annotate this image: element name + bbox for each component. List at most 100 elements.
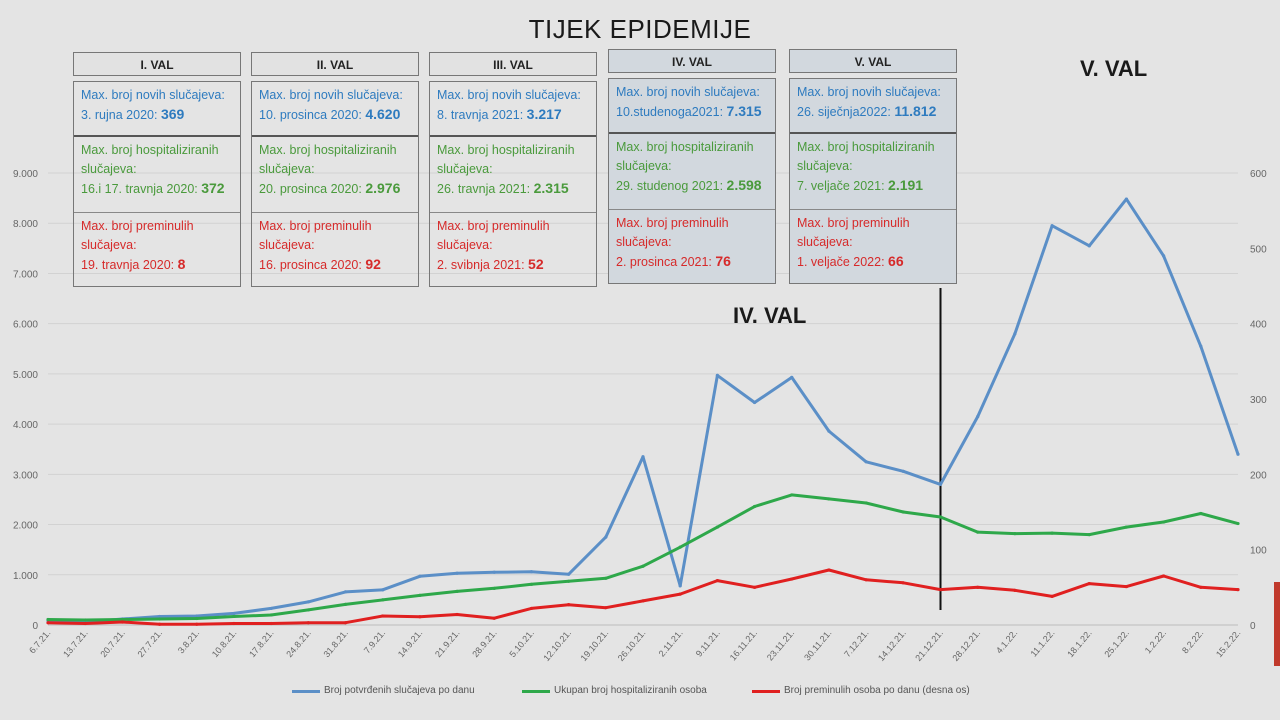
series-2-point [46,621,50,625]
series-2-point [715,578,719,583]
series-0-point [715,373,719,377]
series-0-point [343,590,348,594]
series-0-point [1199,344,1203,348]
series-1-point [938,515,943,519]
series-2-point [529,606,534,611]
x-tick-label: 4.1.22. [994,628,1019,656]
series-1-point [1162,520,1166,524]
series-2-point [455,612,459,617]
series-0-point [1087,244,1091,248]
series-0-point [455,571,459,575]
series-1-point [83,618,87,622]
x-tick-label: 14.12.21. [876,628,908,663]
wave-header: IV. VAL [608,49,776,73]
series-1-point [418,593,422,597]
series-1-point [306,608,310,612]
wave-header: V. VAL [789,49,957,73]
x-tick-label: 15.2.22. [1214,628,1243,659]
max-cases-value: 369 [160,106,185,122]
max-deaths-cell: Max. broj preminulih slučajeva: 2. prosin… [609,210,775,283]
wave-body: Max. broj novih slučajeva: 3. rujna 2020:… [73,81,241,287]
series-0-point [306,600,310,604]
max-deaths-date: 2. prosinca 2021: [616,255,712,269]
max-hospitalized-date: 26. travnja 2021: [437,182,531,196]
y-axis-right: 0 100 200 300 400 500 600 [1250,169,1267,632]
series-2-point [1050,594,1054,598]
series-2-point [567,603,571,607]
max-hospitalized-label: Max. broj hospitaliziranih slučajeva: [81,143,219,176]
x-tick-label: 1.2.22. [1143,628,1168,656]
series-2-point [1199,585,1203,589]
y-left-tick-label: 5.000 [13,370,38,381]
max-hospitalized-cell: Max. broj hospitaliziranih slučajeva: 16.… [74,137,240,213]
series-2-point [120,620,124,624]
series-0-point [1236,452,1240,456]
series-2-point [492,616,496,620]
wave-header: I. VAL [73,52,241,76]
x-tick-label: 9.11.21. [694,628,722,659]
series-1-point [901,510,905,514]
max-cases-date: 3. rujna 2020: [81,108,158,122]
x-tick-label: 8.2.22. [1180,628,1205,656]
series-1-point [1013,531,1017,536]
series-1-point [232,614,236,619]
series-0-point [641,455,645,459]
series-2-point [195,622,199,626]
series-0-point [1050,224,1054,228]
max-cases-cell: Max. broj novih slučajeva: 3. rujna 2020:… [74,82,240,137]
max-cases-label: Max. broj novih slučajeva: [797,85,941,99]
side-tab[interactable] [1274,582,1280,666]
series-2-point [418,615,422,619]
series-2-point [232,621,236,626]
y-right-tick-label: 100 [1250,546,1267,557]
series-2-point [901,581,905,585]
wave-box: IV. VAL Max. broj novih slučajeva: 10.stud… [608,49,776,284]
series-0-point [418,574,422,578]
max-hospitalized-label: Max. broj hospitaliziranih slučajeva: [797,140,935,173]
max-deaths-date: 1. veljače 2022: [797,255,885,269]
series-1-point [790,493,794,497]
max-hospitalized-date: 29. studenog 2021: [616,179,724,193]
max-cases-date: 26. siječnja2022: [797,105,891,119]
series-0-point [790,375,794,380]
series-0-point [752,400,757,405]
legend-label-deaths: Broj preminulih osoba po danu (desna os) [784,685,970,696]
series-0-point [1124,197,1129,201]
x-tick-label: 24.8.21. [284,628,313,659]
series-1-point [715,525,719,529]
series-0-point [1013,332,1017,336]
max-cases-value: 11.812 [894,103,937,119]
max-cases-value: 4.620 [365,106,401,122]
max-hospitalized-label: Max. broj hospitaliziranih slučajeva: [616,140,754,173]
max-deaths-label: Max. broj preminulih slučajeva: [81,219,194,252]
series-0-point [492,570,496,574]
x-tick-label: 30.11.21. [802,628,833,663]
y-left-tick-label: 7.000 [13,269,38,280]
series-2-point [306,621,310,625]
y-left-tick-label: 4.000 [13,420,38,431]
series-2-point [790,577,794,581]
max-deaths-value: 76 [715,253,731,269]
max-deaths-cell: Max. broj preminulih slučajeva: 16. prosi… [252,213,418,286]
max-cases-cell: Max. broj novih slučajeva: 26. siječnja20… [790,79,956,134]
series-0-point [1162,254,1166,258]
series-1-point [381,598,385,602]
max-deaths-date: 2. svibnja 2021: [437,258,525,272]
series-2-point [157,622,162,626]
x-tick-label: 23.11.21. [765,628,796,663]
series-1-point [529,582,534,586]
series-2-point [1162,574,1166,578]
series-1-point [492,586,496,590]
series-0-point [232,611,236,616]
max-hospitalized-cell: Max. broj hospitaliziranih slučajeva: 26.… [430,137,596,213]
series-1-point [864,501,868,505]
x-tick-label: 28.9.21. [470,628,499,659]
series-2-point [678,592,682,596]
max-deaths-value: 92 [365,256,381,272]
max-cases-value: 7.315 [726,103,762,119]
series-0-point [195,614,199,618]
series-1-point [343,602,348,607]
series-1-point [752,504,757,509]
series-2-point [381,614,385,618]
